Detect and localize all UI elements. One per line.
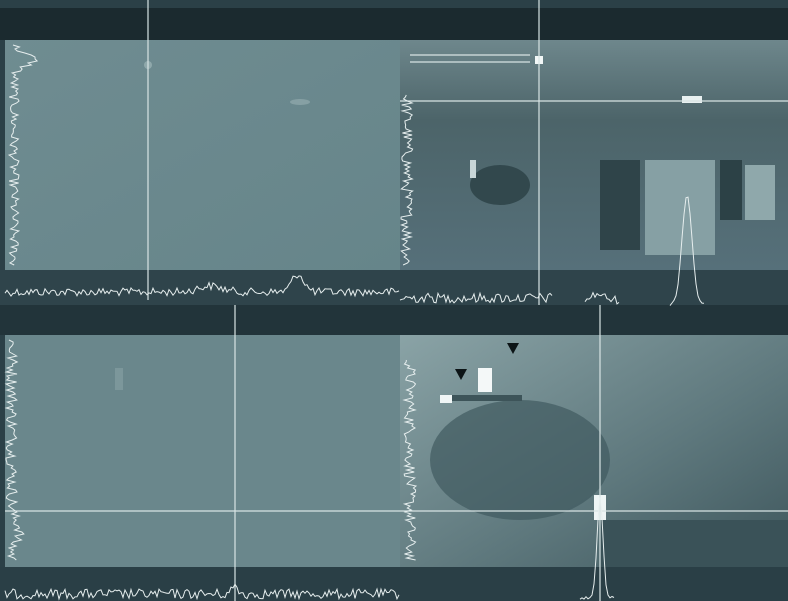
scope-image — [0, 0, 788, 601]
light-block — [645, 160, 715, 255]
bright-spot — [478, 368, 492, 392]
dark-region — [600, 520, 788, 567]
faint-spot — [290, 99, 310, 105]
dark-region — [430, 400, 610, 520]
middle-strip-dark — [0, 305, 788, 335]
dark-bar — [452, 395, 522, 401]
faint-spot — [115, 368, 123, 390]
light-block — [745, 165, 775, 220]
dark-region — [470, 165, 530, 205]
dark-block — [600, 160, 640, 250]
bottom-strip — [0, 567, 788, 601]
bright-spot — [440, 395, 452, 403]
panel-top-left — [5, 40, 400, 270]
top-strip — [0, 8, 788, 40]
panel-top-right — [400, 40, 788, 270]
bright-spot — [470, 160, 476, 178]
dark-block — [720, 160, 742, 220]
page: (() => { const svg = document.getElement… — [0, 0, 788, 601]
panel-bottom-left — [5, 335, 400, 567]
bright-spot — [682, 96, 702, 103]
